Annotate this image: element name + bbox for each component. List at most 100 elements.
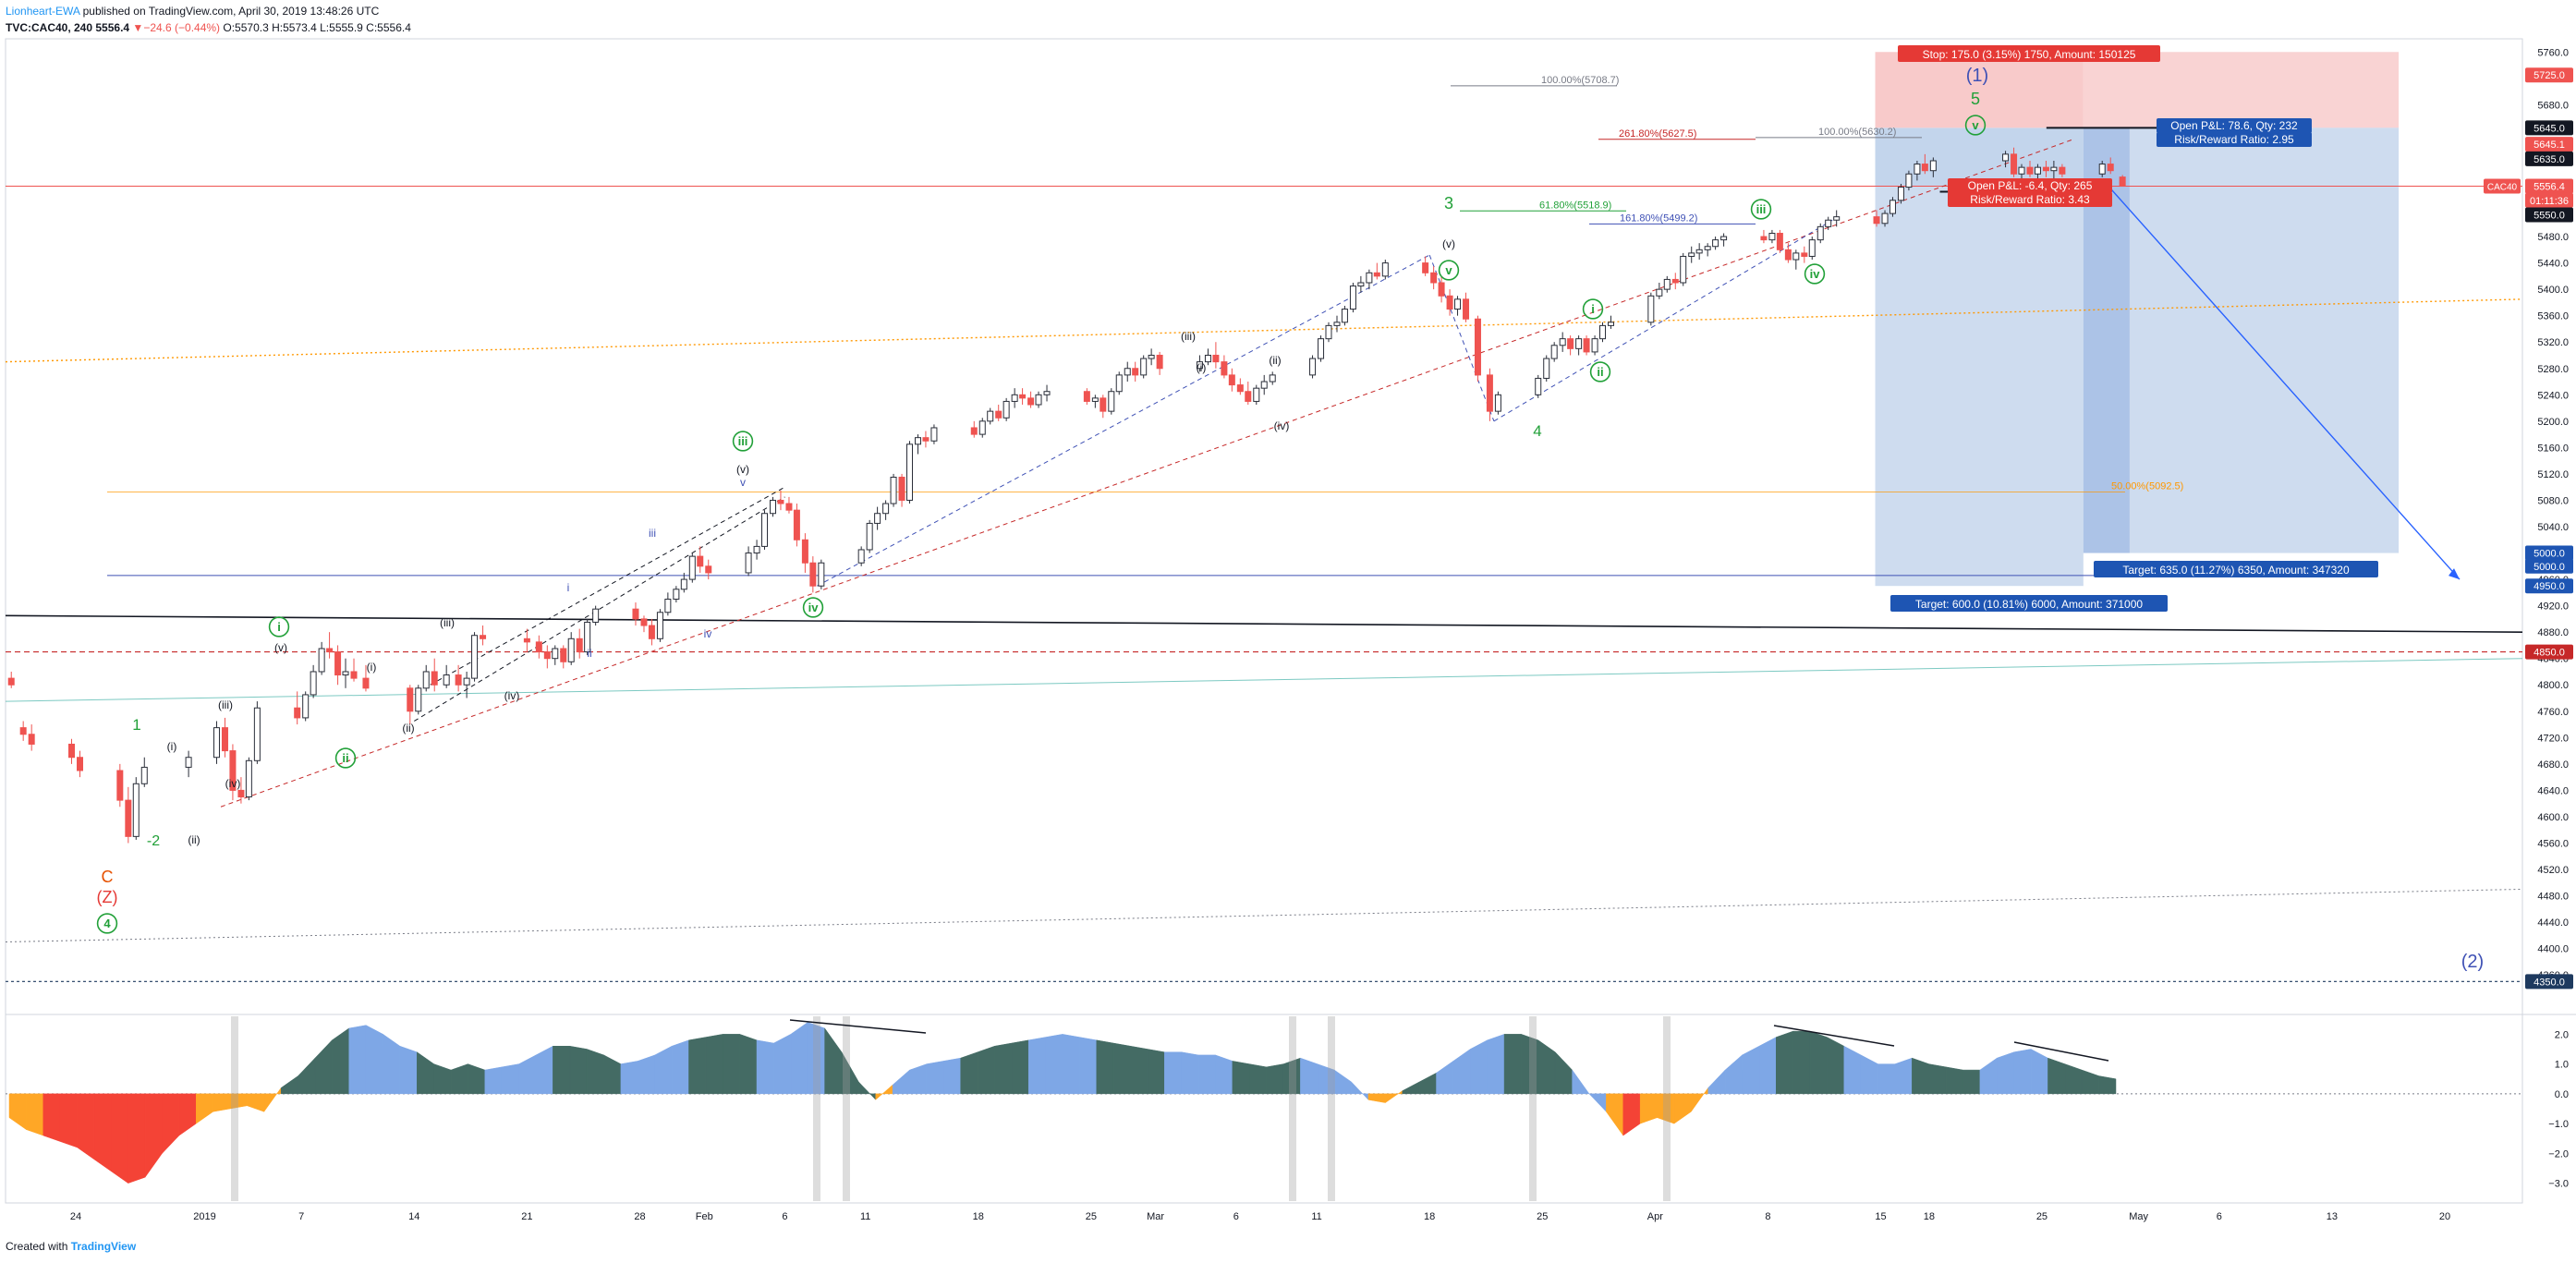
osc-tick: −3.0 <box>2548 1179 2569 1190</box>
candle <box>415 687 422 712</box>
candle <box>1228 374 1235 386</box>
divergence-line <box>2013 1041 2109 1062</box>
wave-label-circle <box>1582 298 1604 320</box>
candle <box>1318 338 1325 359</box>
author-link[interactable]: Lionheart-EWA <box>6 5 80 18</box>
candle <box>1881 213 1889 225</box>
time-tick: 21 <box>521 1211 532 1222</box>
time-tick: 28 <box>634 1211 645 1222</box>
wave-label: 4 <box>1533 422 1541 440</box>
position-box-text: Target: 600.0 (10.81%) 6000, Amount: 371… <box>1915 598 2144 611</box>
axes: 4 3 6 0.0 4400.0 4440.0 4480.0 4520.0 4560.0 4600… <box>70 47 2573 1222</box>
candle <box>535 641 542 653</box>
wave-label: ii <box>587 647 591 660</box>
candle <box>1608 322 1615 326</box>
osc-area <box>1112 1042 1131 1095</box>
symbol-tag <box>2484 178 2521 194</box>
wave-label: (iv) <box>504 689 520 702</box>
symbol-name[interactable]: TVC:CAC40, 240 <box>6 21 93 34</box>
osc-area <box>59 1093 78 1148</box>
candle <box>1680 255 1687 284</box>
symbol-tag-text: CAC40 <box>2487 183 2518 193</box>
candle <box>1309 358 1317 376</box>
osc-area <box>1809 1030 1828 1095</box>
candle <box>978 420 986 435</box>
osc-signal-bar <box>1289 1016 1296 1201</box>
position-box-text: Risk/Reward Ratio: 3.43 <box>1970 193 2090 206</box>
time-tick: 11 <box>1311 1211 1321 1222</box>
wave-label: iii <box>649 527 656 540</box>
candle <box>213 727 220 759</box>
change-down-icon: ▼ <box>132 21 144 34</box>
fib-label: 61.80%(5518.9) <box>1539 200 1611 211</box>
candle <box>1567 338 1574 349</box>
candle <box>1124 368 1131 376</box>
candle <box>334 651 342 676</box>
candle <box>995 410 1002 419</box>
wave-label: (i) <box>167 740 177 753</box>
osc-area <box>399 1045 418 1095</box>
osc-area <box>111 1093 128 1184</box>
time-tick: 25 <box>2036 1211 2047 1222</box>
price-label <box>2525 67 2573 83</box>
osc-area <box>1470 1039 1488 1095</box>
time-tick: 8 <box>1765 1211 1770 1222</box>
divergence-line <box>789 1019 927 1034</box>
wave-label-circle <box>1750 199 1772 220</box>
tradingview-logo[interactable]: TradingView <box>70 1240 137 1253</box>
position-box-pnl_blue <box>2157 118 2312 133</box>
candle <box>1011 394 1018 402</box>
ohlc-values: O:5570.3 H:5573.4 L:5555.9 C:5556.4 <box>223 21 411 34</box>
price-tick: 4400.0 <box>2537 944 2569 955</box>
candle <box>1599 324 1607 340</box>
candle <box>1035 394 1042 406</box>
osc-area <box>93 1093 112 1172</box>
candle <box>914 437 921 445</box>
candle <box>1108 391 1115 412</box>
candle <box>253 707 261 761</box>
wave-label: C <box>102 868 114 886</box>
candle <box>1430 272 1438 284</box>
candle <box>1712 239 1719 248</box>
candle <box>480 635 487 639</box>
candle <box>1083 391 1090 402</box>
wave-label: 4 <box>103 917 111 930</box>
candle <box>1148 354 1155 359</box>
candle <box>326 648 334 653</box>
osc-area <box>1197 1054 1216 1095</box>
osc-area <box>688 1037 707 1095</box>
candle <box>1236 384 1244 393</box>
candle <box>1325 324 1332 340</box>
candle <box>664 598 672 613</box>
price-tick: 5280.0 <box>2537 364 2569 375</box>
candle <box>422 671 430 689</box>
target-zone-2 <box>2083 128 2400 553</box>
price-change: −24.6 (−0.44%) <box>143 21 221 34</box>
candle <box>221 727 228 752</box>
osc-area <box>2047 1057 2066 1095</box>
wave-label-circle <box>334 747 357 769</box>
time-tick: 24 <box>70 1211 81 1222</box>
candle <box>680 578 687 590</box>
candle <box>1792 252 1800 261</box>
candle <box>185 757 192 768</box>
wave-label: (iii) <box>218 698 233 711</box>
price-tick: 5160.0 <box>2537 443 2569 454</box>
oscillator-pane[interactable] <box>6 1016 2522 1201</box>
osc-area <box>2098 1075 2117 1095</box>
candle <box>116 770 124 801</box>
candle <box>1663 278 1671 290</box>
wave-channel-black-2 <box>430 486 785 686</box>
candle <box>1575 338 1583 349</box>
price-pane[interactable]: 100.00%(5708.7) 261.80%(5627.5) 100.00%(56… <box>5 45 2523 982</box>
candle <box>1704 246 1711 250</box>
wave-label: iii <box>738 434 748 448</box>
osc-area <box>620 1061 638 1095</box>
candle <box>1212 354 1220 363</box>
position-box-text: Stop: 175.0 (3.15%) 1750, Amount: 150125 <box>1923 48 2136 61</box>
osc-area <box>1894 1057 1913 1095</box>
osc-area <box>1776 1030 1793 1095</box>
osc-area <box>365 1025 383 1095</box>
price-label-text: 5000.0 <box>2533 549 2565 560</box>
